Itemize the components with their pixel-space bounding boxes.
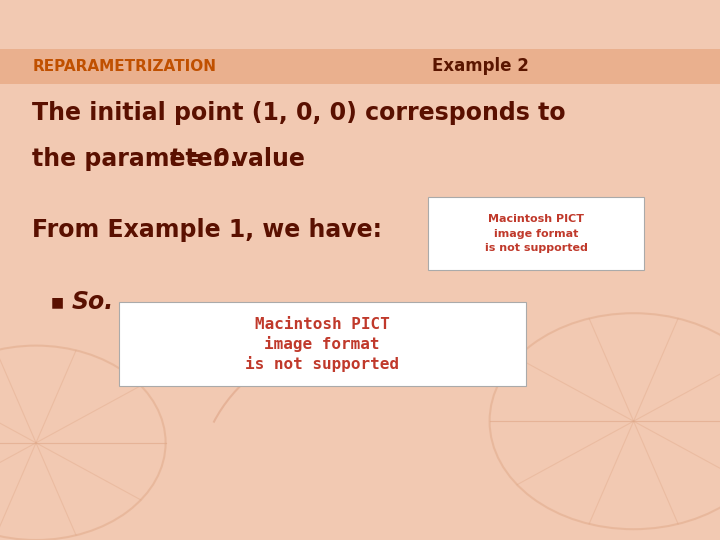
Text: is not supported: is not supported (246, 356, 399, 372)
Text: ■: ■ (50, 295, 63, 309)
Text: = 0.: = 0. (176, 147, 238, 171)
Text: image format: image format (264, 336, 380, 352)
FancyBboxPatch shape (119, 302, 526, 386)
FancyBboxPatch shape (428, 197, 644, 270)
Text: the parameter value: the parameter value (32, 147, 313, 171)
Text: From Example 1, we have:: From Example 1, we have: (32, 218, 382, 241)
Text: image format: image format (494, 228, 579, 239)
Text: REPARAMETRIZATION: REPARAMETRIZATION (32, 59, 217, 74)
Text: is not supported: is not supported (485, 243, 588, 253)
Text: Macintosh PICT: Macintosh PICT (255, 318, 390, 332)
Text: t: t (169, 147, 181, 171)
Text: The initial point (1, 0, 0) corresponds to: The initial point (1, 0, 0) corresponds … (32, 102, 566, 125)
Bar (0, 49, 720, 84)
Text: Example 2: Example 2 (432, 57, 529, 76)
Text: Macintosh PICT: Macintosh PICT (488, 214, 585, 224)
Text: So.: So. (72, 291, 114, 314)
